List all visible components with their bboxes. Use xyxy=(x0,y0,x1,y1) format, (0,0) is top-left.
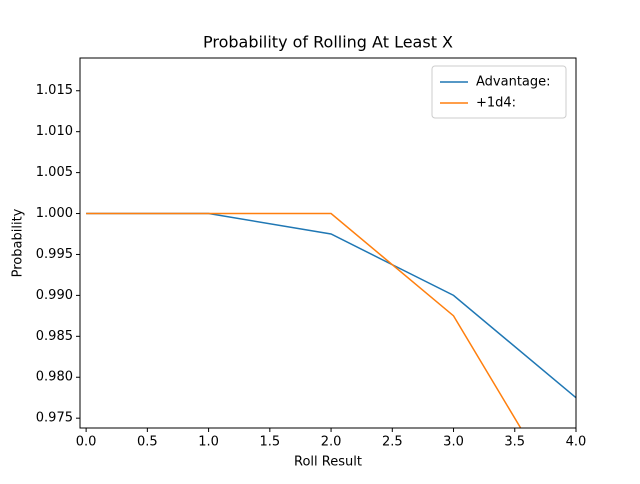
x-tick-label: 2.5 xyxy=(382,435,403,450)
y-tick-label: 0.990 xyxy=(36,288,73,303)
y-tick-label: 0.995 xyxy=(36,247,73,262)
data-line xyxy=(86,212,576,399)
y-tick-label: 0.980 xyxy=(36,370,73,385)
y-tick-label: 1.010 xyxy=(36,124,73,139)
x-tick-label: 0.0 xyxy=(76,435,97,450)
data-line xyxy=(86,212,522,428)
x-tick-label: 0.5 xyxy=(137,435,158,450)
y-tick-label: 1.000 xyxy=(36,206,73,221)
legend-label: +1d4: xyxy=(476,96,516,111)
y-tick-label: 1.015 xyxy=(36,83,73,98)
y-tick-label: 0.985 xyxy=(36,329,73,344)
legend-box xyxy=(431,65,567,119)
x-tick-label: 3.0 xyxy=(443,435,464,450)
axes-frame xyxy=(79,57,577,429)
x-tick-label: 1.5 xyxy=(259,435,280,450)
x-tick-label: 4.0 xyxy=(566,435,587,450)
y-tick-label: 1.005 xyxy=(36,165,73,180)
chart-title: Probability of Rolling At Least X xyxy=(203,33,453,52)
plot-area xyxy=(86,212,576,428)
x-axis-label: Roll Result xyxy=(294,455,362,470)
x-tick-label: 1.0 xyxy=(198,435,219,450)
y-tick-label: 0.975 xyxy=(36,411,73,426)
x-tick-label: 3.5 xyxy=(504,435,525,450)
legend-label: Advantage: xyxy=(476,75,551,90)
x-tick-label: 2.0 xyxy=(321,435,342,450)
y-axis-label: Probability xyxy=(11,208,26,277)
